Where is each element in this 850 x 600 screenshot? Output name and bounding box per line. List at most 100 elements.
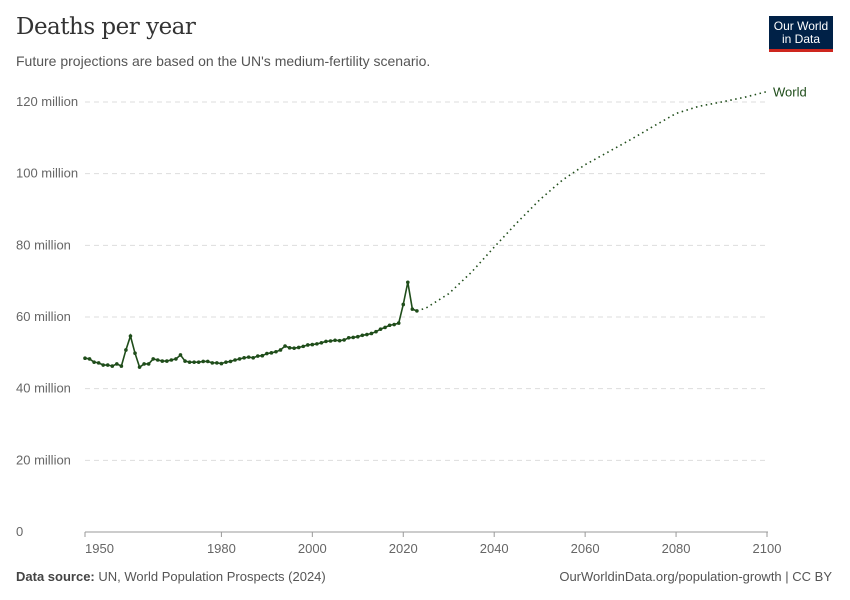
x-tick-label: 2080 — [662, 541, 691, 556]
data-point — [224, 360, 228, 364]
data-point — [269, 351, 274, 355]
data-point — [319, 341, 324, 345]
x-tick-label: 2060 — [571, 541, 600, 556]
data-point — [296, 345, 301, 350]
data-point — [83, 356, 87, 361]
series-label-world: World — [773, 85, 807, 100]
data-point — [124, 348, 128, 352]
x-tick-label: 2040 — [480, 541, 509, 556]
data-point — [105, 363, 110, 367]
data-point — [92, 360, 96, 364]
data-point — [360, 333, 365, 338]
data-point — [406, 280, 410, 285]
data-point — [119, 364, 124, 368]
data-point — [128, 334, 133, 338]
data-point — [333, 338, 337, 343]
data-point — [387, 323, 392, 328]
data-point — [101, 363, 105, 367]
x-tick-label: 1950 — [85, 541, 114, 556]
data-source: Data source: UN, World Population Prospe… — [16, 569, 326, 584]
data-point — [415, 309, 419, 313]
data-point — [215, 361, 219, 365]
data-point — [237, 357, 242, 361]
data-point — [178, 353, 183, 357]
chart-subtitle: Future projections are based on the UN's… — [16, 53, 431, 69]
data-point — [183, 359, 187, 363]
data-point — [115, 362, 119, 366]
data-point — [87, 357, 92, 361]
data-point — [396, 321, 401, 325]
data-point — [246, 355, 251, 359]
data-point — [378, 327, 383, 331]
owid-logo[interactable]: Our World in Data — [769, 16, 833, 52]
data-point — [201, 359, 206, 364]
y-tick-label: 60 million — [16, 309, 71, 324]
data-point — [274, 349, 278, 354]
data-point — [392, 322, 396, 327]
x-tick-label: 1980 — [207, 541, 236, 556]
y-tick-label: 40 million — [16, 381, 71, 396]
data-point — [251, 356, 256, 360]
data-point — [142, 362, 146, 366]
data-point — [401, 302, 406, 307]
data-point — [374, 329, 378, 334]
data-point — [242, 356, 246, 360]
data-point — [210, 361, 215, 365]
data-point — [283, 344, 287, 348]
data-point — [233, 358, 237, 362]
y-tick-label: 80 million — [16, 237, 71, 252]
data-point — [260, 353, 265, 358]
y-tick-label: 100 million — [16, 166, 78, 181]
x-tick-label: 2020 — [389, 541, 418, 556]
data-point — [287, 346, 292, 350]
y-tick-label: 0 — [16, 524, 23, 539]
data-point — [315, 342, 319, 346]
data-point — [219, 361, 224, 366]
data-point — [192, 360, 196, 364]
y-tick-label: 20 million — [16, 452, 71, 467]
data-point — [155, 358, 160, 362]
data-point — [255, 354, 260, 358]
data-point — [160, 359, 165, 363]
data-point — [410, 307, 415, 311]
data-point — [365, 332, 369, 337]
data-point — [292, 346, 296, 350]
data-point — [187, 360, 192, 364]
data-point — [146, 362, 151, 366]
projection-line — [416, 90, 768, 312]
data-point — [228, 359, 233, 364]
data-point — [137, 365, 142, 369]
data-point — [383, 325, 387, 330]
data-point — [346, 335, 351, 340]
source-text[interactable]: UN, World Population Prospects (2024) — [98, 569, 326, 584]
data-point — [196, 360, 201, 364]
source-label: Data source: — [16, 569, 95, 584]
data-point — [169, 358, 174, 362]
data-point — [356, 334, 360, 339]
x-tick-label: 2100 — [753, 541, 782, 556]
data-point — [205, 359, 210, 364]
data-point — [110, 364, 115, 368]
data-point — [342, 338, 346, 342]
data-point — [301, 344, 306, 349]
data-point — [165, 359, 169, 363]
data-point — [369, 331, 374, 336]
data-point — [133, 351, 137, 355]
data-point — [265, 351, 269, 356]
data-point — [151, 357, 155, 361]
data-point — [174, 357, 178, 361]
y-tick-label: 120 million — [16, 94, 78, 109]
footer-link[interactable]: OurWorldinData.org/population-growth | C… — [559, 569, 832, 584]
data-point — [96, 361, 101, 365]
data-point — [328, 339, 333, 343]
x-tick-label: 2000 — [298, 541, 327, 556]
data-point — [337, 338, 342, 343]
data-point — [305, 343, 310, 347]
data-point — [278, 348, 283, 352]
chart-title: Deaths per year — [16, 14, 196, 40]
data-point — [324, 339, 328, 344]
data-point — [351, 335, 356, 340]
data-point — [310, 342, 315, 347]
